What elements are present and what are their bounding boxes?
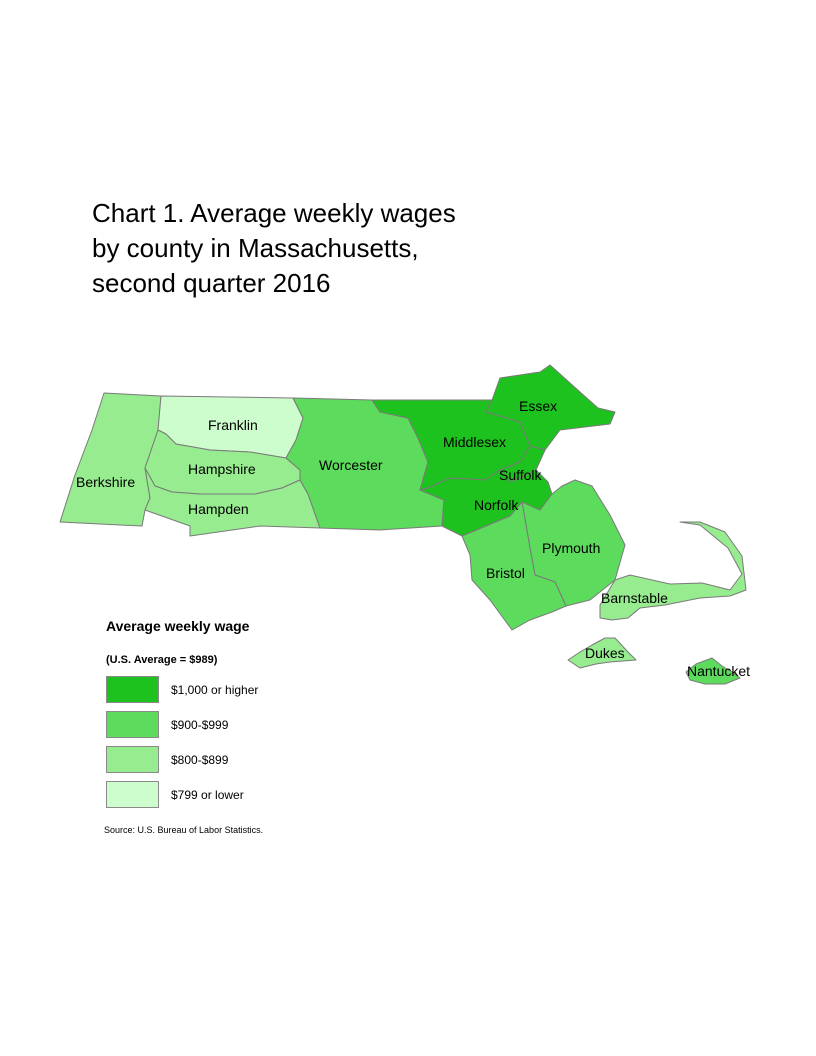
legend-row: $799 or lower <box>106 781 406 808</box>
title-line-1: Chart 1. Average weekly wages <box>92 198 456 228</box>
county-dukes[interactable] <box>567 637 637 669</box>
county-bristol[interactable] <box>461 501 567 631</box>
county-hampden[interactable] <box>144 467 321 537</box>
legend-swatch <box>106 676 159 703</box>
map-legend: Average weekly wage (U.S. Average = $989… <box>106 618 406 808</box>
legend-row: $900-$999 <box>106 711 406 738</box>
county-essex[interactable] <box>485 364 616 451</box>
county-label-hampshire: Hampshire <box>188 461 256 477</box>
county-label-middlesex: Middlesex <box>443 434 506 450</box>
legend-note: (U.S. Average = $989) <box>106 654 218 666</box>
legend-swatch <box>106 781 159 808</box>
county-label-berkshire: Berkshire <box>76 474 135 490</box>
legend-row: $800-$899 <box>106 746 406 773</box>
legend-label: $800-$899 <box>171 752 229 767</box>
source-note: Source: U.S. Bureau of Labor Statistics. <box>104 825 264 835</box>
county-label-nantucket: Nantucket <box>687 663 750 679</box>
title-line-2: by county in Massachusetts, <box>92 233 419 263</box>
county-label-suffolk: Suffolk <box>499 467 543 483</box>
county-barnstable[interactable] <box>599 521 747 621</box>
county-label-dukes: Dukes <box>585 645 625 661</box>
county-nantucket[interactable] <box>685 657 741 685</box>
legend-row: $1,000 or higher <box>106 676 406 703</box>
county-berkshire[interactable] <box>59 392 162 527</box>
county-label-plymouth: Plymouth <box>542 540 600 556</box>
legend-swatch <box>106 746 159 773</box>
legend-swatch <box>106 711 159 738</box>
county-label-essex: Essex <box>519 398 557 414</box>
page-title: Chart 1. Average weekly wages by county … <box>92 196 612 301</box>
legend-label: $1,000 or higher <box>171 682 259 697</box>
county-label-norfolk: Norfolk <box>474 497 519 513</box>
title-line-3: second quarter 2016 <box>92 268 331 298</box>
legend-rows: $1,000 or higher $900-$999 $800-$899 $79… <box>106 676 406 808</box>
legend-label: $900-$999 <box>171 717 229 732</box>
county-label-barnstable: Barnstable <box>601 590 668 606</box>
legend-label: $799 or lower <box>171 787 244 802</box>
county-label-franklin: Franklin <box>208 417 258 433</box>
county-label-worcester: Worcester <box>319 457 383 473</box>
county-label-bristol: Bristol <box>486 565 525 581</box>
legend-title: Average weekly wage <box>106 618 250 634</box>
county-norfolk[interactable] <box>419 469 553 537</box>
county-label-hampden: Hampden <box>188 501 249 517</box>
